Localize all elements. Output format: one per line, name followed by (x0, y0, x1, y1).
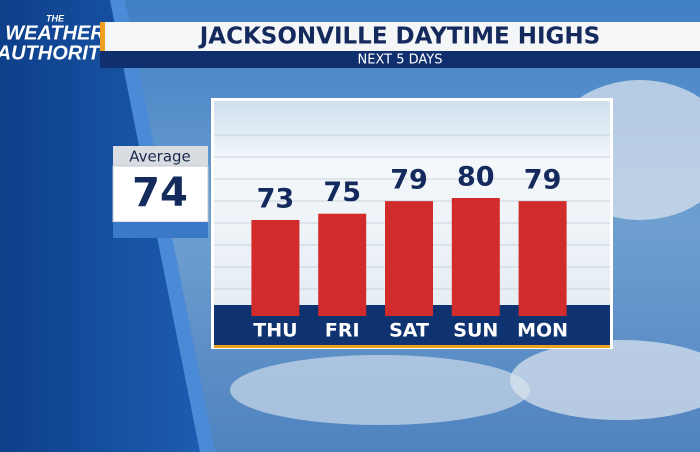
logo-text: THE (46, 13, 65, 23)
average-value: 74 (132, 170, 188, 216)
x-tick-label: SUN (453, 320, 498, 342)
cloud (510, 340, 700, 420)
value-label: 79 (390, 165, 428, 196)
value-label: 79 (524, 165, 562, 196)
x-tick-label: FRI (325, 320, 360, 342)
logo-text: WEATHER (5, 22, 105, 44)
cloud (230, 355, 530, 425)
title-accent (100, 22, 105, 51)
bar (251, 219, 300, 316)
average-header (113, 146, 208, 166)
logo: THE WEATHER AUTHORITY (0, 13, 115, 64)
bottom-accent (214, 345, 610, 348)
x-tick-label: MON (517, 320, 568, 342)
value-label: 73 (257, 183, 295, 214)
x-tick-label: THU (253, 320, 297, 342)
side-panel (0, 0, 200, 452)
logo-text: AUTHORITY (0, 42, 115, 64)
title-bar (100, 22, 700, 51)
chart-subtitle: NEXT 5 DAYS (358, 53, 443, 68)
x-tick-label: SAT (389, 320, 429, 342)
average-box (112, 165, 209, 223)
average-label: Average (129, 148, 191, 166)
bar (318, 213, 367, 316)
subtitle-bar (100, 51, 700, 68)
bar (385, 201, 433, 316)
bar (518, 201, 567, 316)
value-label: 80 (457, 162, 495, 193)
chart-title: JACKSONVILLE DAYTIME HIGHS (198, 24, 601, 50)
bar (451, 198, 500, 316)
value-label: 75 (323, 177, 361, 208)
average-strip (113, 222, 208, 238)
